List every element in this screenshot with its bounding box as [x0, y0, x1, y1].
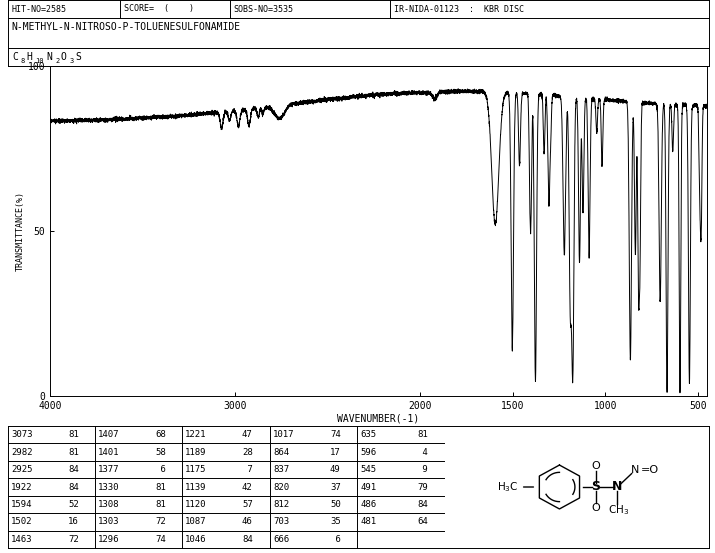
Text: 1139: 1139 — [185, 483, 207, 492]
Text: 2: 2 — [55, 59, 59, 64]
Text: 545: 545 — [360, 465, 376, 474]
Text: 50: 50 — [330, 500, 341, 509]
Text: 486: 486 — [360, 500, 376, 509]
Text: 1303: 1303 — [98, 518, 119, 526]
Text: 1296: 1296 — [98, 535, 119, 544]
Text: 1463: 1463 — [11, 535, 32, 544]
Text: 837: 837 — [273, 465, 289, 474]
Text: 1087: 1087 — [185, 518, 207, 526]
Text: 864: 864 — [273, 447, 289, 457]
Text: 812: 812 — [273, 500, 289, 509]
Text: 703: 703 — [273, 518, 289, 526]
Text: O: O — [61, 52, 66, 62]
Text: 84: 84 — [242, 535, 252, 544]
Text: N: N — [46, 52, 52, 62]
Text: 64: 64 — [417, 518, 428, 526]
Text: 10: 10 — [35, 59, 44, 64]
Text: 635: 635 — [360, 430, 376, 439]
Text: 2925: 2925 — [11, 465, 32, 474]
Text: 1401: 1401 — [98, 447, 119, 457]
Text: 17: 17 — [330, 447, 341, 457]
Text: 81: 81 — [155, 500, 166, 509]
Y-axis label: TRANSMITTANCE(%): TRANSMITTANCE(%) — [16, 191, 25, 271]
Text: 491: 491 — [360, 483, 376, 492]
Text: H$_3$C: H$_3$C — [497, 480, 518, 494]
Text: 820: 820 — [273, 483, 289, 492]
Text: 4: 4 — [417, 447, 428, 457]
Text: N-METHYL-N-NITROSO-P-TOLUENESULFONAMIDE: N-METHYL-N-NITROSO-P-TOLUENESULFONAMIDE — [11, 23, 241, 33]
Text: 42: 42 — [242, 483, 252, 492]
Text: 1017: 1017 — [273, 430, 295, 439]
Text: 1120: 1120 — [185, 500, 207, 509]
Text: 72: 72 — [155, 518, 166, 526]
Text: 666: 666 — [273, 535, 289, 544]
Text: 47: 47 — [242, 430, 252, 439]
Text: 3: 3 — [69, 59, 74, 64]
Text: S: S — [591, 481, 600, 493]
Text: =O: =O — [641, 465, 659, 475]
Text: 37: 37 — [330, 483, 341, 492]
Text: 481: 481 — [360, 518, 376, 526]
Text: 68: 68 — [155, 430, 166, 439]
Text: 1407: 1407 — [98, 430, 119, 439]
Text: H: H — [26, 52, 32, 62]
Text: 8: 8 — [21, 59, 25, 64]
Text: SOBS-NO=3535: SOBS-NO=3535 — [234, 4, 294, 13]
Text: N: N — [612, 481, 623, 493]
Text: 49: 49 — [330, 465, 341, 474]
Text: 74: 74 — [155, 535, 166, 544]
Text: SCORE=  (    ): SCORE= ( ) — [124, 4, 194, 13]
Text: 1308: 1308 — [98, 500, 119, 509]
Text: HIT-NO=2585: HIT-NO=2585 — [11, 4, 66, 13]
Text: 6: 6 — [155, 465, 166, 474]
Text: 1046: 1046 — [185, 535, 207, 544]
Text: 84: 84 — [68, 465, 79, 474]
Text: 596: 596 — [360, 447, 376, 457]
Text: 1377: 1377 — [98, 465, 119, 474]
Text: 1330: 1330 — [98, 483, 119, 492]
Text: 57: 57 — [242, 500, 252, 509]
Text: 16: 16 — [68, 518, 79, 526]
Text: 46: 46 — [242, 518, 252, 526]
Text: 72: 72 — [68, 535, 79, 544]
Text: 79: 79 — [417, 483, 428, 492]
Text: 9: 9 — [417, 465, 428, 474]
Text: 1175: 1175 — [185, 465, 207, 474]
Text: 52: 52 — [68, 500, 79, 509]
Text: 1594: 1594 — [11, 500, 32, 509]
Text: 81: 81 — [417, 430, 428, 439]
Text: 2982: 2982 — [11, 447, 32, 457]
Text: 81: 81 — [68, 447, 79, 457]
Text: 84: 84 — [417, 500, 428, 509]
Text: 81: 81 — [155, 483, 166, 492]
Text: 3073: 3073 — [11, 430, 32, 439]
Text: 1502: 1502 — [11, 518, 32, 526]
Text: 58: 58 — [155, 447, 166, 457]
Text: 84: 84 — [68, 483, 79, 492]
Text: 81: 81 — [68, 430, 79, 439]
Text: 6: 6 — [330, 535, 341, 544]
Text: S: S — [75, 52, 81, 62]
Text: N: N — [631, 465, 640, 475]
Text: IR-NIDA-01123  :  KBR DISC: IR-NIDA-01123 : KBR DISC — [393, 4, 523, 13]
Text: O: O — [591, 503, 600, 513]
Text: 35: 35 — [330, 518, 341, 526]
Text: 7: 7 — [242, 465, 252, 474]
Text: O: O — [591, 461, 600, 471]
Text: 1922: 1922 — [11, 483, 32, 492]
Text: 1221: 1221 — [185, 430, 207, 439]
Text: 74: 74 — [330, 430, 341, 439]
X-axis label: WAVENUMBER(-1): WAVENUMBER(-1) — [337, 414, 420, 424]
Text: 1189: 1189 — [185, 447, 207, 457]
Text: 28: 28 — [242, 447, 252, 457]
Text: CH$_3$: CH$_3$ — [608, 503, 629, 517]
Text: C: C — [12, 52, 18, 62]
